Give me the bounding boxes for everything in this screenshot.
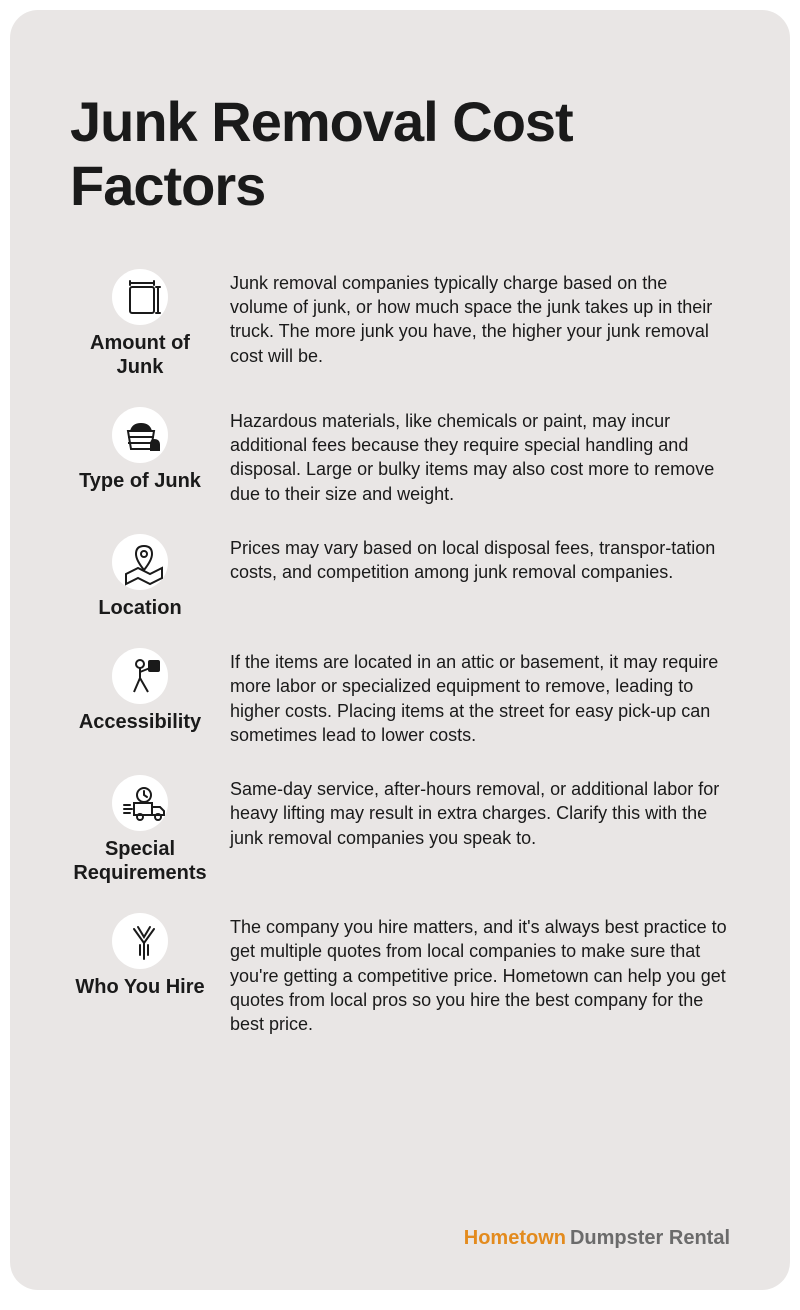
- factor-location: Location Prices may vary based on local …: [70, 534, 730, 620]
- factor-type: Type of Junk Hazardous materials, like c…: [70, 407, 730, 506]
- fast-truck-icon: [112, 775, 168, 831]
- factor-label: Type of Junk: [79, 469, 201, 493]
- factor-desc: Same-day service, after-hours removal, o…: [230, 775, 730, 850]
- map-pin-icon: [112, 534, 168, 590]
- factor-desc: Junk removal companies typically charge …: [230, 269, 730, 368]
- factor-desc: Hazardous materials, like chemicals or p…: [230, 407, 730, 506]
- factor-icon-col: Who You Hire: [70, 913, 210, 999]
- factor-who: Who You Hire The company you hire matter…: [70, 913, 730, 1036]
- factor-desc: Prices may vary based on local disposal …: [230, 534, 730, 585]
- box-dimensions-icon: [112, 269, 168, 325]
- dumpster-bag-icon: [112, 407, 168, 463]
- person-carry-icon: [112, 648, 168, 704]
- factor-label: Special Requirements: [70, 837, 210, 885]
- brand-name-1: Hometown: [464, 1227, 566, 1249]
- infographic-card: Junk Removal Cost Factors Amount of Junk…: [10, 10, 790, 1290]
- factor-special: Special Requirements Same-day service, a…: [70, 775, 730, 885]
- factor-amount: Amount of Junk Junk removal companies ty…: [70, 269, 730, 379]
- factors-list: Amount of Junk Junk removal companies ty…: [70, 269, 730, 1037]
- page-title: Junk Removal Cost Factors: [70, 90, 730, 219]
- factor-icon-col: Amount of Junk: [70, 269, 210, 379]
- factor-desc: The company you hire matters, and it's a…: [230, 913, 730, 1036]
- factor-icon-col: Accessibility: [70, 648, 210, 734]
- factor-label: Amount of Junk: [70, 331, 210, 379]
- handshake-icon: [112, 913, 168, 969]
- factor-icon-col: Location: [70, 534, 210, 620]
- factor-label: Who You Hire: [75, 975, 204, 999]
- brand-name-2: Dumpster Rental: [570, 1227, 730, 1249]
- factor-accessibility: Accessibility If the items are located i…: [70, 648, 730, 747]
- factor-label: Accessibility: [79, 710, 201, 734]
- footer-brand: HometownDumpster Rental: [464, 1227, 730, 1250]
- factor-icon-col: Type of Junk: [70, 407, 210, 493]
- factor-icon-col: Special Requirements: [70, 775, 210, 885]
- factor-label: Location: [98, 596, 181, 620]
- factor-desc: If the items are located in an attic or …: [230, 648, 730, 747]
